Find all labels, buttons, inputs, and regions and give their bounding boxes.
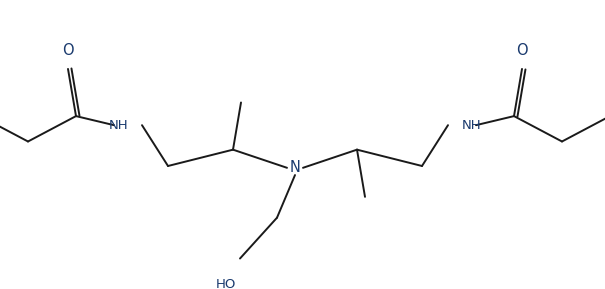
Text: NH: NH [462, 119, 482, 132]
Text: HO: HO [216, 279, 236, 289]
Text: O: O [516, 43, 528, 58]
Text: NH: NH [108, 119, 128, 132]
Text: O: O [62, 43, 74, 58]
Text: N: N [290, 160, 301, 175]
